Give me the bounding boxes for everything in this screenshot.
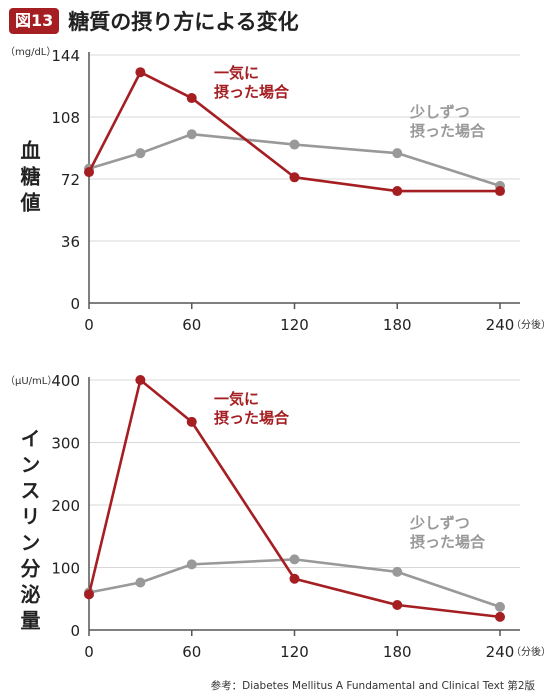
data-point bbox=[289, 172, 300, 183]
figure-badge: 図13 bbox=[9, 8, 60, 34]
series-line bbox=[87, 70, 500, 193]
figure-title: 糖質の摂り方による変化 bbox=[68, 10, 299, 34]
data-point bbox=[186, 93, 197, 104]
data-point bbox=[186, 559, 197, 570]
data-point bbox=[135, 375, 146, 385]
data-point bbox=[186, 129, 197, 140]
data-point bbox=[135, 148, 146, 159]
series-line bbox=[87, 378, 501, 619]
series-label: 一気に bbox=[214, 390, 259, 408]
data-point bbox=[289, 554, 300, 565]
x-tick-label: 120 bbox=[280, 316, 309, 334]
x-unit-label: （分後） bbox=[511, 645, 551, 658]
data-point bbox=[289, 573, 300, 584]
data-point bbox=[135, 67, 146, 78]
series-line bbox=[88, 132, 501, 188]
chart1-y-label: 血糖値 bbox=[17, 140, 41, 218]
data-point bbox=[135, 577, 146, 588]
data-point bbox=[392, 186, 403, 197]
series-label: 一気に bbox=[214, 64, 259, 82]
data-point bbox=[289, 139, 300, 150]
figure-header: 図13 糖質の摂り方による変化 bbox=[9, 6, 299, 36]
data-point bbox=[495, 186, 505, 197]
data-point bbox=[495, 601, 505, 612]
x-tick-label: 120 bbox=[280, 643, 309, 661]
data-point bbox=[392, 600, 403, 610]
y-tick-label: 300 bbox=[51, 435, 80, 453]
data-point bbox=[186, 416, 197, 427]
y-tick-label: 200 bbox=[51, 497, 80, 515]
y-tick-label: 400 bbox=[51, 372, 80, 390]
series-label: 摂った場合 bbox=[410, 533, 486, 551]
x-unit-label: （分後） bbox=[511, 318, 551, 331]
x-tick-label: 180 bbox=[383, 643, 412, 661]
x-tick-label: 0 bbox=[84, 643, 94, 661]
y-tick-label: 72 bbox=[61, 171, 80, 189]
series-label: 少しずつ bbox=[409, 514, 470, 532]
series-label: 摂った場合 bbox=[214, 409, 290, 427]
y-tick-label: 144 bbox=[51, 47, 80, 65]
series-label: 摂った場合 bbox=[410, 122, 486, 140]
series-label: 摂った場合 bbox=[214, 83, 290, 101]
chart1-y-unit: （mg/dL） bbox=[5, 47, 57, 58]
data-point bbox=[495, 611, 505, 622]
x-tick-label: 180 bbox=[383, 316, 412, 334]
x-tick-label: 60 bbox=[182, 316, 201, 334]
y-tick-label: 36 bbox=[61, 233, 80, 251]
series-line bbox=[88, 558, 501, 609]
y-tick-label: 0 bbox=[70, 622, 80, 640]
data-point bbox=[84, 167, 94, 178]
x-tick-label: 60 bbox=[182, 643, 201, 661]
x-tick-label: 0 bbox=[84, 316, 94, 334]
y-tick-label: 100 bbox=[51, 560, 80, 578]
x-tick-label: 240 bbox=[486, 316, 515, 334]
data-point bbox=[392, 566, 403, 577]
chart2-y-unit: （μU/mL） bbox=[5, 376, 58, 387]
x-tick-label: 240 bbox=[486, 643, 515, 661]
y-tick-label: 0 bbox=[70, 295, 80, 313]
data-point bbox=[84, 589, 94, 600]
y-tick-label: 108 bbox=[51, 109, 80, 127]
data-point bbox=[392, 148, 403, 159]
chart2-y-label: インスリン分泌量 bbox=[17, 428, 41, 636]
series-label: 少しずつ bbox=[409, 103, 470, 121]
reference-note: 参考：Diabetes Mellitus A Fundamental and C… bbox=[210, 680, 535, 692]
